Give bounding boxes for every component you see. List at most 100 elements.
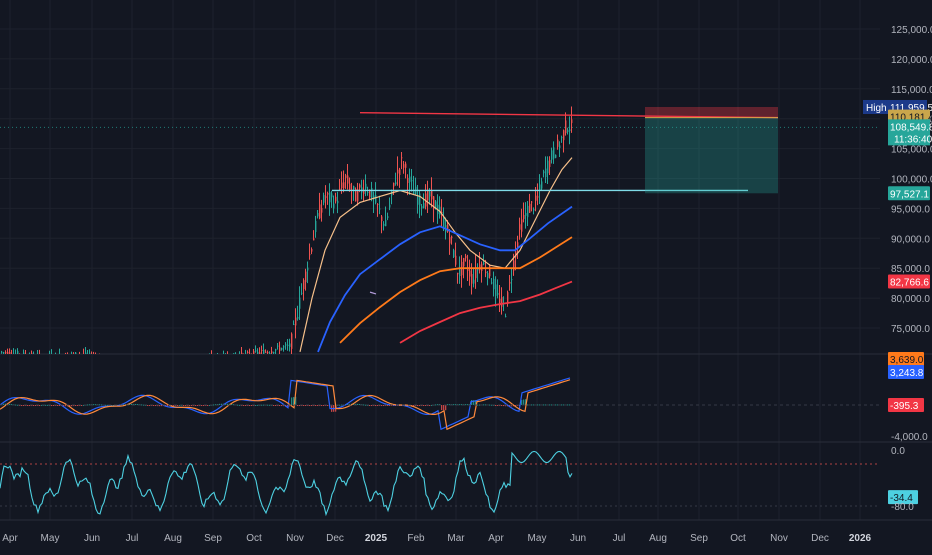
candle-body	[277, 346, 278, 347]
macd-bar	[243, 405, 244, 406]
candle-body	[377, 204, 378, 205]
candle-body	[257, 352, 258, 354]
candle-body	[241, 353, 242, 354]
candle-body	[89, 353, 90, 354]
candle-body	[321, 208, 322, 213]
y-tick-label: 125,000.0	[891, 25, 932, 36]
macd-bar	[261, 405, 262, 406]
macd-bar	[279, 405, 280, 406]
x-tick-label: Dec	[326, 533, 344, 544]
candle-body	[455, 256, 456, 265]
macd-bar	[369, 405, 370, 406]
candle-body	[489, 266, 490, 277]
macd-bar	[443, 405, 444, 410]
candle-body	[327, 193, 328, 195]
y-tick-label: 80,000.0	[891, 294, 930, 305]
x-tick-label: 2025	[365, 533, 388, 544]
candle-body	[449, 237, 450, 243]
x-tick-label: Apr	[488, 533, 504, 544]
candle-body	[551, 150, 552, 159]
macd-bar	[189, 405, 190, 406]
macd-bar	[159, 405, 160, 406]
macd-bar	[27, 405, 28, 406]
candle-body	[353, 186, 354, 189]
candle-body	[265, 352, 266, 353]
candle-body	[3, 352, 4, 353]
candle-body	[275, 349, 276, 350]
candle-body	[295, 318, 296, 326]
candle-body	[463, 258, 464, 266]
macd-bar	[423, 405, 424, 406]
candle-body	[429, 192, 430, 197]
candle-body	[371, 188, 372, 199]
candle-body	[347, 175, 348, 183]
candle-body	[315, 221, 316, 232]
x-tick-label: Jun	[84, 533, 100, 544]
macd-bar	[531, 404, 532, 405]
candle-body	[367, 192, 368, 193]
candle-body	[545, 169, 546, 177]
candle-body	[381, 216, 382, 221]
macd-bar	[9, 404, 10, 405]
candle-body	[527, 206, 528, 217]
ema-red-price-tag: 82,766.6	[890, 278, 929, 289]
candle-body	[485, 272, 486, 273]
candle-body	[411, 180, 412, 181]
candle-body	[23, 353, 24, 354]
x-tick-label: Oct	[730, 533, 746, 544]
candle-body	[495, 284, 496, 295]
x-tick-label: Dec	[811, 533, 829, 544]
candle-body	[283, 346, 284, 347]
candle-body	[261, 350, 262, 351]
macd-bar	[219, 404, 220, 405]
macd-bar	[357, 404, 358, 405]
macd-bar	[81, 405, 82, 406]
candle-body	[407, 178, 408, 183]
macd-value-tag: 3,243.8	[890, 368, 924, 379]
candle-body	[531, 202, 532, 203]
macd-bar	[183, 405, 184, 406]
candle-body	[561, 137, 562, 138]
macd-bar	[447, 404, 448, 405]
candle-body	[9, 352, 10, 354]
candle-body	[505, 316, 506, 317]
y-tick-label: 75,000.0	[891, 324, 930, 335]
candle-body	[85, 353, 86, 354]
macd-bar	[147, 405, 148, 406]
macd-bar	[489, 405, 490, 406]
macd-bar	[255, 405, 256, 406]
candle-body	[75, 353, 76, 354]
macd-bar	[237, 405, 238, 406]
candle-body	[557, 140, 558, 147]
candle-body	[421, 206, 422, 208]
candle-body	[403, 164, 404, 168]
macd-bar	[303, 405, 304, 406]
macd-bar	[195, 405, 196, 406]
macd-bar	[381, 405, 382, 406]
macd-bar	[495, 405, 496, 406]
candle-body	[563, 130, 564, 140]
macd-bar	[543, 404, 544, 405]
x-tick-label: Nov	[286, 533, 304, 544]
macd-bar	[45, 405, 46, 406]
macd-bar	[315, 405, 316, 406]
macd-bar	[555, 404, 556, 405]
candle-body	[291, 334, 292, 349]
candle-body	[289, 343, 290, 346]
macd-bar	[375, 405, 376, 406]
macd-bar	[135, 404, 136, 405]
candle-body	[405, 164, 406, 168]
macd-bar	[363, 404, 364, 405]
candle-body	[383, 224, 384, 226]
candle-body	[339, 189, 340, 190]
candle-body	[423, 203, 424, 208]
candle-body	[393, 183, 394, 187]
candle-body	[541, 181, 542, 188]
macd-bar	[465, 404, 466, 405]
candle-body	[567, 130, 568, 132]
candle-body	[431, 191, 432, 200]
candle-body	[267, 352, 268, 353]
candle-body	[511, 279, 512, 280]
